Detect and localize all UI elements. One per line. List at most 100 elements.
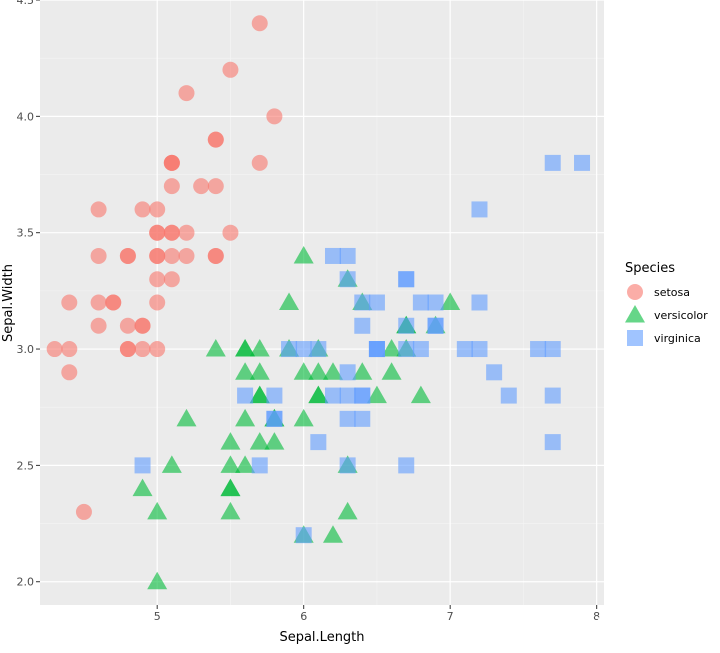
virginica-point: [251, 457, 268, 474]
y-tick-label: 4.0: [17, 110, 35, 123]
legend-item-virginica: virginica: [627, 330, 701, 346]
setosa-point: [251, 154, 268, 171]
virginica-point: [354, 410, 371, 427]
virginica-point: [412, 294, 429, 311]
legend-item-versicolor: versicolor: [625, 305, 708, 323]
versicolor-point: [132, 478, 153, 497]
setosa-point: [178, 247, 195, 264]
setosa-point: [251, 15, 268, 32]
legend-label-virginica: virginica: [654, 332, 701, 345]
setosa-point: [163, 247, 180, 264]
setosa-point: [163, 178, 180, 195]
virginica-point: [544, 434, 561, 451]
setosa-point: [178, 224, 195, 241]
setosa-point: [119, 317, 136, 334]
virginica-point: [486, 364, 503, 381]
setosa-point: [134, 317, 151, 334]
setosa-point: [46, 341, 63, 358]
setosa-point: [90, 247, 107, 264]
watermark-text: 知乎 @路遥马亡: [540, 616, 664, 636]
versicolor-point: [381, 339, 402, 357]
versicolor-point: [352, 362, 373, 380]
x-axis-title: Sepal.Length: [279, 630, 364, 645]
minor-gridlines: [40, 0, 604, 605]
virginica-point: [398, 457, 415, 474]
versicolor-point: [249, 432, 270, 450]
setosa-point: [90, 201, 107, 218]
x-axis-ticks: 5 6 7 8: [154, 605, 600, 623]
setosa-point: [61, 341, 78, 358]
virginica-point: [354, 317, 371, 334]
x-tick-label: 6: [300, 610, 307, 623]
legend-key-setosa: [627, 284, 643, 300]
setosa-point: [90, 294, 107, 311]
versicolor-point: [176, 408, 197, 427]
virginica-point: [339, 457, 356, 474]
virginica-point: [427, 294, 444, 311]
data-points: [46, 15, 591, 590]
versicolor-point: [147, 501, 168, 520]
legend-key-versicolor: [625, 305, 645, 323]
setosa-point: [163, 271, 180, 288]
x-tick-label: 7: [447, 610, 454, 623]
virginica-point: [324, 387, 341, 404]
legend: Species setosa versicolor virginica: [625, 261, 708, 346]
virginica-point: [530, 341, 547, 358]
virginica-point: [310, 341, 327, 358]
setosa-point: [119, 247, 136, 264]
virginica-point: [471, 201, 488, 218]
plot-panel: [40, 0, 604, 605]
virginica-point: [310, 434, 327, 451]
virginica-point: [354, 387, 371, 404]
setosa-point: [178, 85, 195, 102]
setosa-point: [149, 271, 166, 288]
setosa-point: [222, 61, 239, 78]
versicolor-point: [440, 292, 461, 310]
versicolor-point: [337, 501, 358, 520]
versicolor-point: [249, 385, 270, 404]
versicolor-point: [220, 501, 241, 520]
virginica-point: [266, 387, 283, 404]
virginica-point: [398, 317, 415, 334]
virginica-point: [266, 410, 283, 427]
versicolor-point: [293, 245, 314, 264]
setosa-point: [134, 341, 151, 358]
versicolor-point: [366, 385, 387, 404]
virginica-point: [354, 294, 371, 311]
virginica-point: [339, 410, 356, 427]
virginica-point: [295, 527, 312, 544]
y-tick-label: 2.0: [17, 576, 35, 589]
virginica-point: [281, 341, 298, 358]
setosa-point: [149, 247, 166, 264]
legend-key-virginica: [627, 330, 643, 346]
versicolor-point: [279, 292, 300, 310]
legend-item-setosa: setosa: [627, 284, 690, 300]
setosa-point: [163, 224, 180, 241]
y-tick-label: 3.0: [17, 343, 35, 356]
virginica-point: [368, 341, 385, 358]
virginica-point: [471, 341, 488, 358]
setosa-point: [149, 294, 166, 311]
versicolor-point: [293, 362, 314, 380]
virginica-point: [544, 341, 561, 358]
virginica-point: [471, 294, 488, 311]
versicolor-point: [220, 432, 241, 450]
versicolor-point: [220, 478, 241, 497]
versicolor-point: [381, 362, 402, 380]
setosa-point: [90, 317, 107, 334]
setosa-point: [149, 341, 166, 358]
versicolor-point: [235, 339, 256, 357]
versicolor-point: [308, 362, 329, 380]
versicolor-point: [205, 339, 226, 357]
versicolor-point: [161, 455, 182, 473]
versicolor-point: [322, 362, 343, 380]
virginica-point: [398, 271, 415, 288]
virginica-point: [544, 387, 561, 404]
versicolor-point: [249, 339, 270, 357]
virginica-point: [324, 247, 341, 264]
setosa-point: [105, 294, 122, 311]
versicolor-point: [410, 385, 431, 404]
setosa-point: [207, 131, 224, 148]
setosa-point: [61, 294, 78, 311]
virginica-point: [427, 317, 444, 334]
